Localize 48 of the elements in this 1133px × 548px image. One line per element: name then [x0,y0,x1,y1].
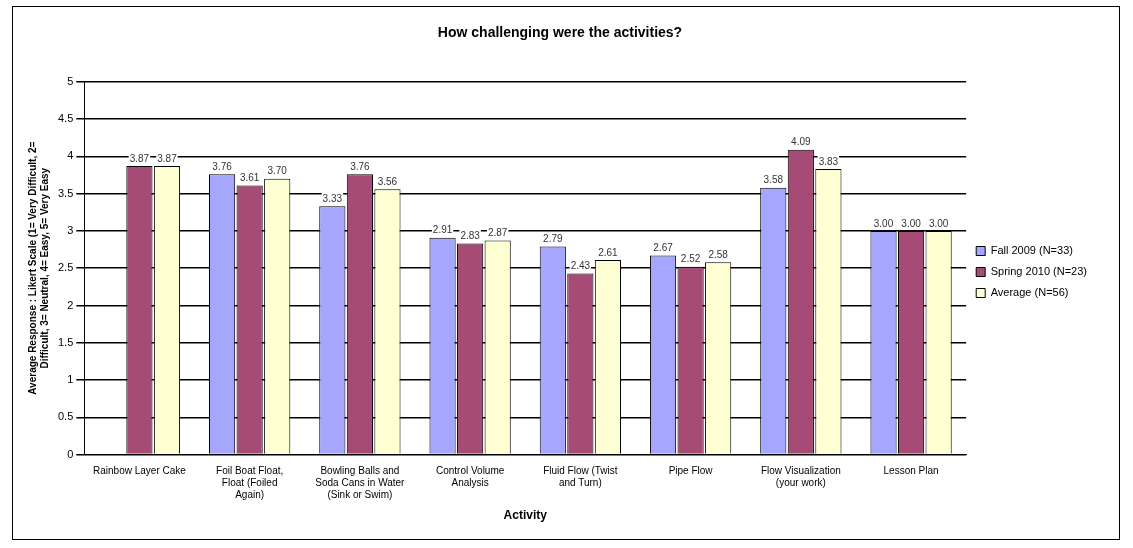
data-label: 2.83 [460,230,481,242]
x-tick-label: Lesson Plan [883,465,939,477]
data-label: 3.00 [928,217,949,229]
data-label: 3.83 [818,155,839,167]
x-tick-label: Rainbow Layer Cake [93,465,187,477]
chart-title: How challenging were the activities? [437,24,683,41]
data-label: 2.87 [487,227,508,239]
x-tick-label: Foil Boat Float, Float (Foiled Again) [216,465,284,501]
data-label: 3.00 [901,217,922,229]
data-label: 3.76 [350,161,371,172]
data-label: 3.33 [322,193,343,205]
legend-label: Average (N=56) [990,286,1069,299]
y-axis-title: Average Response : Likert Scale (1= Very Difficult, 2= Difficult, 3= Neutral, 4= Easy, 5= Very Easy [26,141,50,395]
data-label: 2.58 [708,248,729,260]
y-tick-label: 5 [67,74,74,87]
x-tick-label: Flow Visualization (your work) [760,465,841,489]
legend-label: Spring 2010 (N=23) [990,265,1087,278]
data-label: 2.43 [570,260,591,272]
data-label: 3.58 [763,174,784,186]
data-label: 2.79 [543,233,563,245]
data-label: 2.67 [653,242,674,254]
data-label: 2.91 [432,224,453,236]
y-tick-label: 2.5 [57,261,74,274]
y-tick-label: 0 [67,447,74,460]
y-tick-label: 3.5 [57,186,74,199]
data-label: 2.52 [680,253,701,265]
y-tick-label: 0.5 [57,410,74,423]
data-label: 3.76 [212,161,233,172]
data-label: 3.87 [129,152,150,164]
data-label: 3.70 [267,165,288,177]
y-tick-label: 3 [67,223,74,236]
data-label: 2.61 [598,246,619,258]
y-tick-label: 1 [67,373,74,386]
y-tick-label: 4.5 [57,112,74,125]
data-label: 4.09 [791,136,811,148]
data-label: 3.61 [239,172,260,184]
x-tick-label: Bowling Balls and Soda Cans in Water (Sink or Swim) [315,465,406,501]
legend-label: Fall 2009 (N=33) [990,244,1073,257]
data-label: 3.00 [873,217,894,229]
data-label: 3.87 [157,152,178,164]
y-tick-label: 1.5 [57,335,74,348]
x-tick-label: Fluid Flow (Twist and Turn) [543,465,618,489]
y-tick-label: 4 [67,149,74,162]
x-axis-title: Activity [503,508,548,523]
x-tick-label: Control Volume Analysis [435,465,505,489]
data-label: 3.56 [377,175,398,187]
x-tick-label: Pipe Flow [668,465,714,477]
y-tick-label: 2 [67,298,74,311]
